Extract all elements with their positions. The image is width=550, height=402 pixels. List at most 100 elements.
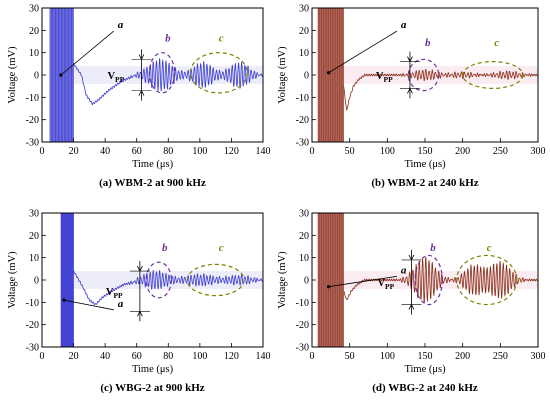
- y-tick-label: 20: [29, 26, 39, 37]
- y-tick-label: -10: [26, 298, 39, 309]
- x-tick-label: 0: [310, 146, 315, 157]
- y-tick-label: -10: [296, 298, 309, 309]
- annotation-ellipse-b: [407, 58, 440, 92]
- plot-area: [317, 213, 538, 347]
- annotation-ellipse-c: [462, 60, 524, 89]
- x-tick-label: 100: [192, 351, 207, 362]
- plot-area: [60, 213, 263, 347]
- vpp-arrow-head-bottom: [138, 89, 145, 96]
- annotation-label-a: a: [401, 264, 407, 276]
- y-tick-label: -20: [26, 115, 39, 126]
- annotation-ellipse-b: [148, 52, 176, 94]
- annotation-label-c: c: [494, 37, 499, 49]
- annotation-dot-a: [62, 298, 66, 302]
- y-tick-label: 30: [299, 209, 309, 220]
- annotation-label-c: c: [219, 242, 224, 254]
- y-tick-label: 0: [34, 276, 39, 287]
- x-tick-label: 20: [69, 146, 79, 157]
- annotation-label-b: b: [430, 242, 436, 254]
- annotation-ellipse-c: [186, 263, 245, 297]
- y-tick-label: -10: [26, 93, 39, 104]
- vpp-arrow-head-bottom: [407, 87, 413, 94]
- x-tick-label: 100: [192, 146, 207, 157]
- y-axis-label: Voltage (mV): [277, 251, 288, 309]
- x-tick-label: 200: [455, 146, 470, 157]
- y-axis-label: Voltage (mV): [7, 46, 18, 104]
- x-tick-label: 100: [380, 351, 395, 362]
- panel-caption: (b) WBM-2 at 240 kHz: [371, 177, 478, 189]
- x-axis-label: Time (μs): [132, 364, 174, 375]
- x-tick-label: 60: [132, 146, 142, 157]
- vpp-label: VPP: [377, 278, 394, 291]
- x-tick-label: 60: [132, 351, 142, 362]
- x-axis-label: Time (μs): [132, 159, 174, 170]
- y-axis-label: Voltage (mV): [277, 46, 288, 104]
- annotation-label-b: b: [165, 33, 171, 45]
- annotation-ellipse-b: [145, 261, 173, 299]
- y-tick-label: -20: [26, 320, 39, 331]
- y-tick-label: 30: [299, 4, 309, 15]
- annotation-dot-a: [326, 71, 331, 75]
- annotation-pointer-a: [328, 30, 398, 74]
- vpp-arrow-head-top: [137, 265, 143, 272]
- waveform-series: [343, 68, 538, 111]
- y-tick-label: -30: [296, 343, 309, 354]
- y-tick-label: 20: [299, 231, 309, 242]
- annotation-ellipse-c: [189, 52, 248, 94]
- x-tick-label: 40: [100, 351, 110, 362]
- x-tick-label: 0: [310, 351, 315, 362]
- waveform-series: [73, 269, 263, 306]
- vpp-subscript: PP: [384, 75, 394, 84]
- vpp-arrow-head-top: [407, 56, 413, 63]
- annotation-pointer-a: [60, 30, 115, 76]
- vpp-label: VPP: [107, 71, 124, 84]
- y-tick-label: -30: [26, 138, 39, 149]
- x-tick-label: 250: [493, 146, 508, 157]
- panel-caption: (d) WBG-2 at 240 kHz: [372, 382, 478, 394]
- annotation-label-a: a: [118, 298, 124, 310]
- y-tick-label: 10: [29, 48, 39, 59]
- x-tick-label: 40: [100, 146, 110, 157]
- chart-panel-2: a b c VPP 0 50 100 150 200 250 300 -30 -20 -10 0 10 20 30…: [277, 4, 546, 190]
- x-tick-label: 150: [418, 351, 433, 362]
- x-tick-label: 300: [531, 146, 546, 157]
- annotation-label-b: b: [425, 37, 431, 49]
- x-axis-label: Time (μs): [404, 159, 446, 170]
- vpp-arrow-head-bottom: [408, 303, 415, 310]
- annotation-dot-a: [326, 285, 331, 289]
- annotation-label-c: c: [487, 242, 492, 254]
- x-tick-label: 150: [418, 146, 433, 157]
- x-tick-label: 80: [163, 146, 173, 157]
- x-tick-label: 0: [40, 351, 45, 362]
- y-tick-label: 30: [29, 4, 39, 15]
- plot-area: [49, 8, 263, 142]
- vpp-subscript: PP: [113, 291, 123, 300]
- plot-area: [317, 8, 538, 142]
- annotation-label-c: c: [219, 33, 224, 45]
- x-tick-label: 250: [493, 351, 508, 362]
- x-tick-label: 50: [345, 146, 355, 157]
- panel-caption: (a) WBM-2 at 900 kHz: [99, 177, 206, 189]
- y-tick-label: 20: [299, 26, 309, 37]
- x-tick-label: 200: [455, 351, 470, 362]
- x-tick-label: 120: [224, 146, 239, 157]
- x-tick-label: 140: [256, 146, 271, 157]
- chart-panel-1: a b c VPP 0 20 40 60 80 100 120 140 -30 -20 -10 0 10 20 30…: [7, 4, 271, 190]
- y-tick-label: 30: [29, 209, 39, 220]
- waveform-series: [73, 58, 263, 106]
- y-tick-label: 20: [29, 231, 39, 242]
- y-tick-label: 10: [299, 253, 309, 264]
- x-tick-label: 20: [69, 351, 79, 362]
- annotation-label-a: a: [401, 19, 407, 31]
- x-tick-label: 0: [40, 146, 45, 157]
- y-tick-label: 0: [304, 71, 309, 82]
- vpp-arrow-head-bottom: [137, 310, 143, 317]
- y-tick-label: -30: [296, 138, 309, 149]
- annotation-label-b: b: [162, 242, 168, 254]
- y-tick-label: 0: [304, 276, 309, 287]
- vpp-arrow-head-top: [138, 54, 145, 61]
- x-tick-label: 100: [380, 146, 395, 157]
- x-tick-label: 120: [224, 351, 239, 362]
- annotation-label-a: a: [118, 19, 124, 31]
